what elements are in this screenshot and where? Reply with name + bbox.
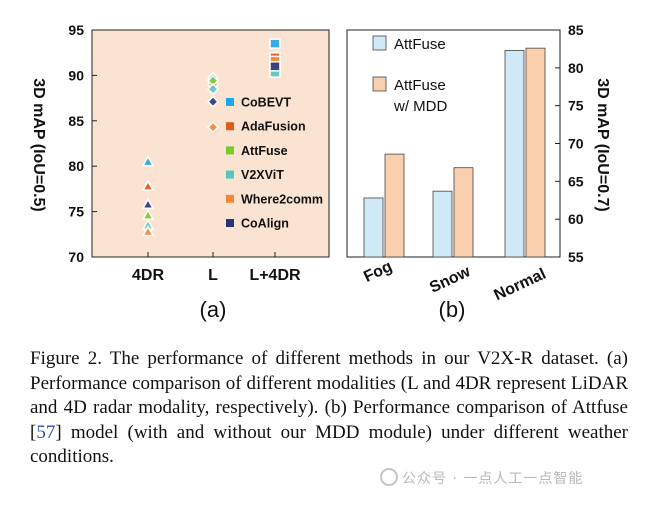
panel-b-legend-swatch-attfuse-mdd: [372, 76, 387, 92]
panel-a-xtick-label: 4DR: [132, 267, 164, 284]
panel-a-legend-swatch-coalign: [226, 219, 234, 227]
panel-b-xtick-label: Fog: [361, 258, 395, 286]
panel-a-marker-cobevt: [141, 155, 155, 167]
panel-a-xtick-label: L+4DR: [249, 267, 301, 284]
panel-a-xtick-label: L: [208, 267, 218, 284]
panel-b-legend-label-attfuse-mdd: AttFuse: [394, 77, 446, 94]
panel-a-legend-label: CoBEVT: [241, 96, 291, 110]
panel-a-legend-swatch-cobevt: [226, 98, 234, 106]
panel-a-ytick-label: 70: [68, 249, 84, 265]
panel-a-marker-cobevt: [269, 38, 281, 49]
panel-a-plot-area: [91, 29, 330, 258]
panel-a-ytick-label: 95: [68, 22, 84, 38]
panel-b-bar-normal-attfuse-mdd: [525, 47, 546, 258]
panel-b-bar-snow-attfuse: [432, 190, 453, 258]
panel-b-xtick-label: Snow: [427, 263, 473, 297]
panel-b-ytick-label: 60: [568, 211, 584, 227]
panel-b-legend-swatch-attfuse: [372, 35, 387, 51]
panel-b-bar-fog-attfuse: [363, 197, 384, 258]
panel-b-ytick-label: 85: [568, 22, 584, 38]
caption-text-end: ] model (with and without our MDD module…: [30, 421, 628, 468]
panel-a-marker-coalign: [269, 61, 281, 72]
citation-link[interactable]: 57: [36, 421, 56, 443]
panel-a-legend-swatch-where2comm: [226, 194, 234, 203]
panel-b-bar-snow-attfuse-mdd: [453, 167, 474, 258]
caption-text: Figure 2. The performance of different m…: [30, 348, 628, 443]
panel-a-legend-label: AttFuse: [241, 144, 288, 158]
panel-b-bar-fog-attfuse-mdd: [384, 153, 405, 258]
watermark-text: 公众号 · 一点人工一点智能: [402, 471, 584, 487]
panel-b-label: (b): [439, 297, 466, 322]
panel-a-legend-label: CoAlign: [241, 217, 289, 231]
panel-a-marker-coalign: [141, 197, 155, 210]
panel-a-legend-label: V2XViT: [241, 168, 284, 182]
panel-a-marker-adafusion: [141, 179, 155, 191]
panel-a-legend-swatch-adafusion: [226, 122, 234, 131]
panel-b-legend-label-mdd-suffix: w/ MDD: [393, 98, 447, 115]
panel-b-bar-normal-attfuse: [504, 50, 525, 258]
panel-a-legend-label: AdaFusion: [241, 120, 306, 134]
watermark: 公众号 · 一点人工一点智能: [380, 468, 583, 488]
panel-a-ytick-label: 80: [68, 158, 84, 174]
panel-b-ytick-label: 75: [568, 98, 584, 114]
panel-a-ylabel: 3D mAP (IoU=0.5): [30, 78, 47, 212]
panel-a-legend-label: Where2comm: [241, 192, 323, 206]
panel-b-ytick-label: 80: [568, 60, 584, 76]
panel-a-ytick-label: 75: [68, 204, 84, 220]
panel-a-legend-swatch-attfuse: [226, 146, 234, 155]
panel-b-ylabel: 3D mAP (IoU=0.7): [594, 78, 611, 212]
panel-b-ytick-label: 55: [568, 249, 584, 265]
panel-a-marker-v2xvit: [206, 82, 220, 96]
panel-a-ytick-label: 90: [68, 67, 84, 83]
panel-b-legend-label-attfuse: AttFuse: [394, 36, 446, 53]
panel-b-ytick-label: 70: [568, 136, 584, 152]
panel-a-label: (a): [200, 297, 227, 322]
panel-a-ytick-label: 85: [68, 113, 84, 129]
panel-b-ytick-label: 65: [568, 173, 584, 189]
panel-a-marker-coalign: [206, 95, 220, 108]
panel-a-marker-where2comm: [141, 224, 155, 237]
figure-2-charts: 70 75 80 85 90 95 4DR L L+4DR CoBEVT AdaFusion At…: [30, 22, 611, 322]
figure-caption: Figure 2. The performance of different m…: [30, 347, 628, 470]
wechat-icon: [380, 468, 398, 486]
panel-a-marker-where2comm: [206, 121, 220, 134]
panel-a-legend-swatch-v2xvit: [226, 170, 234, 179]
panel-b-xtick-label: Normal: [492, 266, 549, 305]
